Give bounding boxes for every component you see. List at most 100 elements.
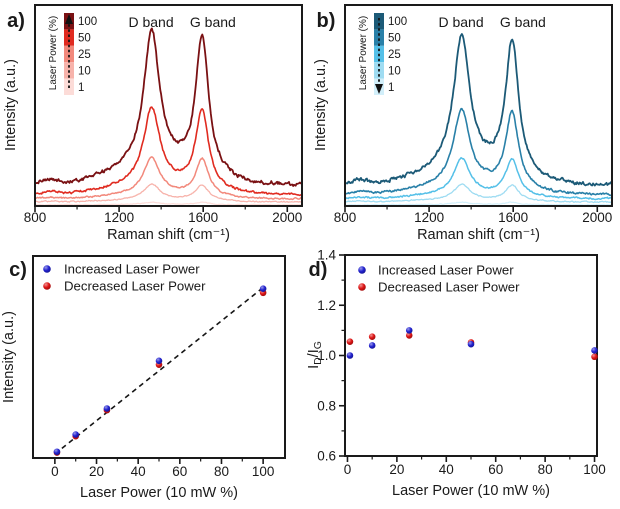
scatter-point: [591, 347, 598, 354]
legend-colorbar-block: [64, 29, 74, 46]
y-axis-title: ID/IG: [306, 341, 324, 369]
spectrum-curve-10: [346, 183, 611, 204]
spectrum-curve-1: [36, 201, 301, 205]
spectrum-curve-10: [36, 183, 301, 203]
scatter-legend: Increased Laser Power Decreased Laser Pow…: [43, 262, 206, 294]
legend-series-label: Increased Laser Power: [64, 262, 200, 277]
scatter-point: [259, 285, 267, 293]
legend-arrow-up-icon: [65, 14, 73, 24]
band-annotation-d: D band: [128, 14, 173, 30]
spectrum-curve-1: [346, 201, 611, 205]
legend-arrow-down-icon: [375, 84, 383, 94]
legend-marker-icon: [43, 282, 51, 290]
scatter-point: [467, 340, 475, 348]
panel-label-c: c): [9, 259, 27, 281]
series-decreased: [346, 332, 598, 361]
panel-d-scatter: 0 20 40 60 80 100 Laser Power (10 mW %) ID/IG d)…: [306, 248, 606, 500]
scatter-point: [346, 338, 354, 345]
y-axis-title: Intensity (a.u.): [3, 59, 19, 151]
y-axis-tick-label: 1.0: [317, 348, 336, 363]
y-axis-title: Intensity (a.u.): [313, 59, 329, 151]
x-axis-tick-label: 1200: [414, 210, 444, 225]
spectrum-curve-50: [36, 106, 301, 197]
scatter-point: [405, 327, 413, 334]
y-axis-tick-label: 1.2: [317, 298, 336, 313]
x-axis-title: Raman shift (cm⁻¹): [107, 227, 230, 243]
x-axis-tick-label: 0: [344, 462, 352, 477]
panel-label-a: a): [7, 10, 25, 32]
x-axis-tick-label: 2000: [582, 210, 612, 225]
x-axis-tick-label: 60: [172, 464, 187, 479]
x-axis-tick-label: 1600: [188, 210, 218, 225]
legend-power-value: 100: [78, 16, 97, 28]
spectrum-curve-100: [346, 33, 611, 187]
laser-power-legend: 100 50 25 10 1 Laser Power (%): [358, 13, 407, 95]
x-axis-tick-label: 100: [252, 464, 275, 479]
spectrum-curve-25: [346, 156, 611, 201]
legend-series-label: Decreased Laser Power: [64, 279, 206, 294]
x-axis-tick-label: 80: [214, 464, 229, 479]
legend-title: Laser Power (%): [358, 16, 369, 90]
scatter-point: [53, 448, 61, 456]
spectra-curves: [36, 27, 301, 205]
scatter-point: [368, 333, 376, 340]
legend-power-value: 25: [78, 49, 91, 61]
x-axis-tick-label: 60: [488, 462, 503, 477]
x-axis-tick-label: 1200: [104, 210, 134, 225]
x-axis-tick-label: 20: [389, 462, 404, 477]
legend-colorbar-block: [374, 29, 384, 46]
y-axis-tick-label: 0.8: [317, 398, 336, 413]
legend-series-label: Decreased Laser Power: [378, 280, 520, 295]
spectrum-curve-50: [346, 107, 611, 197]
x-axis-tick-label: 1600: [498, 210, 528, 225]
linear-fit-line: [54, 285, 266, 455]
laser-power-legend: 100 50 25 10 1 Laser Power (%): [48, 13, 97, 95]
legend-colorbar-block: [374, 13, 384, 30]
y-axis-title: Intensity (a.u.): [1, 311, 17, 403]
x-axis-tick-label: 100: [583, 462, 606, 477]
scatter-point: [103, 405, 111, 412]
scatter-point: [368, 342, 376, 349]
spectrum-curve-100: [36, 27, 301, 187]
band-annotation-g: G band: [500, 14, 546, 30]
x-axis-tick-label: 40: [439, 462, 454, 477]
panel-b-spectrum: 800 1200 1600 2000 Raman shift (cm⁻¹) Intensi…: [313, 4, 613, 243]
panel-label-d: d): [309, 259, 328, 281]
legend-power-value: 100: [388, 16, 407, 28]
scatter-point: [155, 357, 163, 365]
legend-power-value: 1: [388, 82, 394, 94]
series-increased: [346, 327, 598, 359]
band-annotation-d: D band: [438, 14, 483, 30]
x-axis-tick-label: 20: [89, 464, 104, 479]
x-axis-tick-label: 40: [131, 464, 146, 479]
spectrum-curve-25: [36, 156, 301, 201]
axes-frame: [344, 4, 613, 207]
scatter-point: [591, 353, 598, 361]
series-decreased: [53, 289, 267, 456]
series-increased: [53, 285, 267, 456]
y-axis-tick-label: 0.6: [317, 449, 336, 464]
legend-series-label: Increased Laser Power: [378, 263, 514, 278]
legend-power-value: 50: [78, 33, 91, 45]
panel-c-scatter: 0 20 40 60 80 100 Laser Power (10 mW %) Intensi…: [1, 255, 286, 501]
spectra-curves: [346, 33, 611, 205]
x-axis-tick-label: 800: [334, 210, 357, 225]
panel-label-b: b): [317, 10, 336, 32]
legend-marker-icon: [358, 266, 366, 274]
scatter-point: [346, 352, 354, 359]
legend-power-value: 50: [388, 33, 401, 45]
legend-marker-icon: [43, 265, 51, 273]
x-axis-title: Raman shift (cm⁻¹): [417, 227, 540, 243]
panel-a-spectrum: 800 1200 1600 2000 Raman shift (cm⁻¹) Intensi…: [3, 4, 303, 243]
scatter-legend: Increased Laser Power Decreased Laser Pow…: [358, 263, 520, 295]
y-axis-tick-label: 1.4: [317, 248, 336, 263]
legend-power-value: 1: [78, 82, 84, 94]
legend-power-value: 25: [388, 49, 401, 61]
legend-marker-icon: [358, 283, 366, 291]
band-annotation-g: G band: [190, 14, 236, 30]
axes-frame: [34, 4, 303, 207]
x-axis-title: Laser Power (10 mW %): [80, 485, 238, 501]
legend-power-value: 10: [388, 65, 401, 77]
